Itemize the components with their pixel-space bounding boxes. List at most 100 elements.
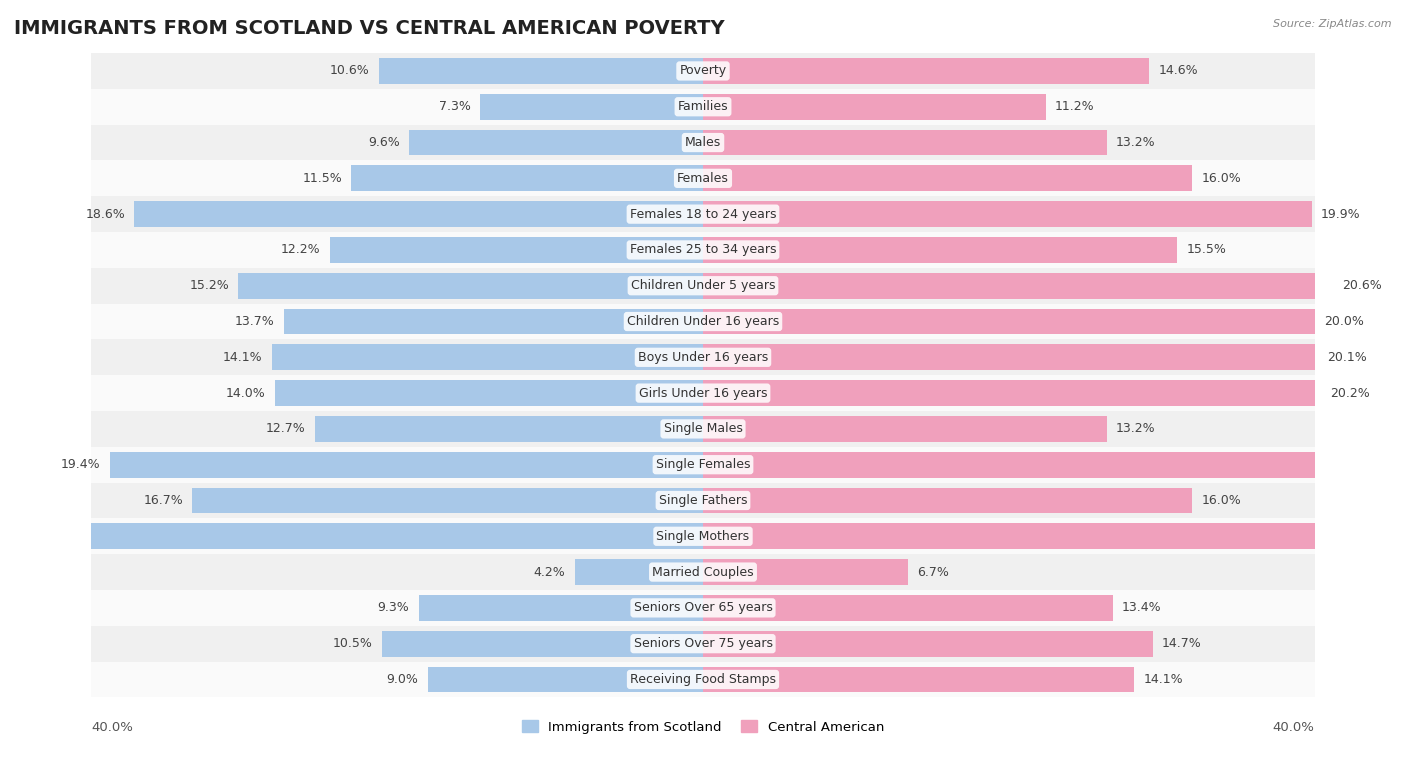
Bar <box>575 559 703 585</box>
Bar <box>703 237 1177 263</box>
Text: 20.2%: 20.2% <box>1330 387 1369 399</box>
Bar <box>91 232 1315 268</box>
Bar <box>703 309 1315 334</box>
Text: Females 25 to 34 years: Females 25 to 34 years <box>630 243 776 256</box>
Text: Families: Families <box>678 100 728 113</box>
Text: 14.7%: 14.7% <box>1161 637 1202 650</box>
Bar <box>0 523 703 549</box>
Text: Children Under 5 years: Children Under 5 years <box>631 279 775 293</box>
Text: 11.5%: 11.5% <box>302 172 342 185</box>
Bar <box>91 662 1315 697</box>
Text: 40.0%: 40.0% <box>91 721 134 735</box>
Text: 18.6%: 18.6% <box>86 208 125 221</box>
Bar <box>91 89 1315 124</box>
Bar <box>419 595 703 621</box>
Bar <box>703 416 1107 442</box>
Bar <box>703 487 1192 513</box>
Text: 20.6%: 20.6% <box>1343 279 1382 293</box>
Bar <box>352 165 703 191</box>
Bar <box>91 518 1315 554</box>
Bar <box>703 58 1150 84</box>
Bar <box>284 309 703 334</box>
Bar <box>91 554 1315 590</box>
Text: Females 18 to 24 years: Females 18 to 24 years <box>630 208 776 221</box>
Text: Receiving Food Stamps: Receiving Food Stamps <box>630 673 776 686</box>
Bar <box>409 130 703 155</box>
Text: Females: Females <box>678 172 728 185</box>
Bar <box>91 268 1315 304</box>
Bar <box>330 237 703 263</box>
Text: 12.7%: 12.7% <box>266 422 305 435</box>
Text: Single Males: Single Males <box>664 422 742 435</box>
Text: 13.4%: 13.4% <box>1122 601 1161 615</box>
Text: 10.6%: 10.6% <box>330 64 370 77</box>
Text: Single Females: Single Females <box>655 458 751 471</box>
Bar <box>91 590 1315 626</box>
Bar <box>378 58 703 84</box>
Text: Poverty: Poverty <box>679 64 727 77</box>
Legend: Immigrants from Scotland, Central American: Immigrants from Scotland, Central Americ… <box>516 715 890 739</box>
Bar <box>382 631 703 656</box>
Bar <box>703 523 1406 549</box>
Text: 9.0%: 9.0% <box>387 673 419 686</box>
Bar <box>134 202 703 227</box>
Text: Seniors Over 65 years: Seniors Over 65 years <box>634 601 772 615</box>
Bar <box>703 344 1317 370</box>
Bar <box>91 53 1315 89</box>
Text: Single Fathers: Single Fathers <box>659 494 747 507</box>
Bar <box>703 94 1046 120</box>
Text: 10.5%: 10.5% <box>333 637 373 650</box>
Text: IMMIGRANTS FROM SCOTLAND VS CENTRAL AMERICAN POVERTY: IMMIGRANTS FROM SCOTLAND VS CENTRAL AMER… <box>14 19 724 38</box>
Text: 13.7%: 13.7% <box>235 315 276 328</box>
Text: 40.0%: 40.0% <box>1272 721 1315 735</box>
Text: 19.9%: 19.9% <box>1320 208 1361 221</box>
Text: 19.4%: 19.4% <box>60 458 101 471</box>
Text: Girls Under 16 years: Girls Under 16 years <box>638 387 768 399</box>
Text: 20.0%: 20.0% <box>1324 315 1364 328</box>
Bar <box>703 666 1135 692</box>
Text: 9.6%: 9.6% <box>368 136 401 149</box>
Bar <box>276 381 703 406</box>
Text: 14.0%: 14.0% <box>226 387 266 399</box>
Bar <box>703 595 1112 621</box>
Bar <box>703 165 1192 191</box>
Bar <box>91 124 1315 161</box>
Bar <box>427 666 703 692</box>
Bar <box>91 411 1315 446</box>
Text: Boys Under 16 years: Boys Under 16 years <box>638 351 768 364</box>
Bar <box>315 416 703 442</box>
Bar <box>193 487 703 513</box>
Text: 14.1%: 14.1% <box>1143 673 1182 686</box>
Text: Males: Males <box>685 136 721 149</box>
Bar <box>91 196 1315 232</box>
Bar <box>91 375 1315 411</box>
Text: 16.7%: 16.7% <box>143 494 183 507</box>
Bar <box>91 304 1315 340</box>
Text: 16.0%: 16.0% <box>1202 172 1241 185</box>
Bar <box>479 94 703 120</box>
Bar <box>703 559 908 585</box>
Text: Source: ZipAtlas.com: Source: ZipAtlas.com <box>1274 19 1392 29</box>
Text: Children Under 16 years: Children Under 16 years <box>627 315 779 328</box>
Text: 15.2%: 15.2% <box>190 279 229 293</box>
Bar <box>91 626 1315 662</box>
Text: 13.2%: 13.2% <box>1116 136 1156 149</box>
Text: 12.2%: 12.2% <box>281 243 321 256</box>
Bar <box>91 446 1315 483</box>
Text: 15.5%: 15.5% <box>1187 243 1226 256</box>
Bar <box>703 273 1333 299</box>
Text: Single Mothers: Single Mothers <box>657 530 749 543</box>
Bar <box>703 202 1312 227</box>
Text: 7.3%: 7.3% <box>439 100 471 113</box>
Bar <box>91 161 1315 196</box>
Bar <box>271 344 703 370</box>
Bar <box>238 273 703 299</box>
Bar <box>110 452 703 478</box>
Text: 11.2%: 11.2% <box>1054 100 1094 113</box>
Text: 14.1%: 14.1% <box>224 351 263 364</box>
Text: 16.0%: 16.0% <box>1202 494 1241 507</box>
Text: 20.1%: 20.1% <box>1327 351 1367 364</box>
Bar <box>91 483 1315 518</box>
Text: 9.3%: 9.3% <box>378 601 409 615</box>
Text: Married Couples: Married Couples <box>652 565 754 578</box>
